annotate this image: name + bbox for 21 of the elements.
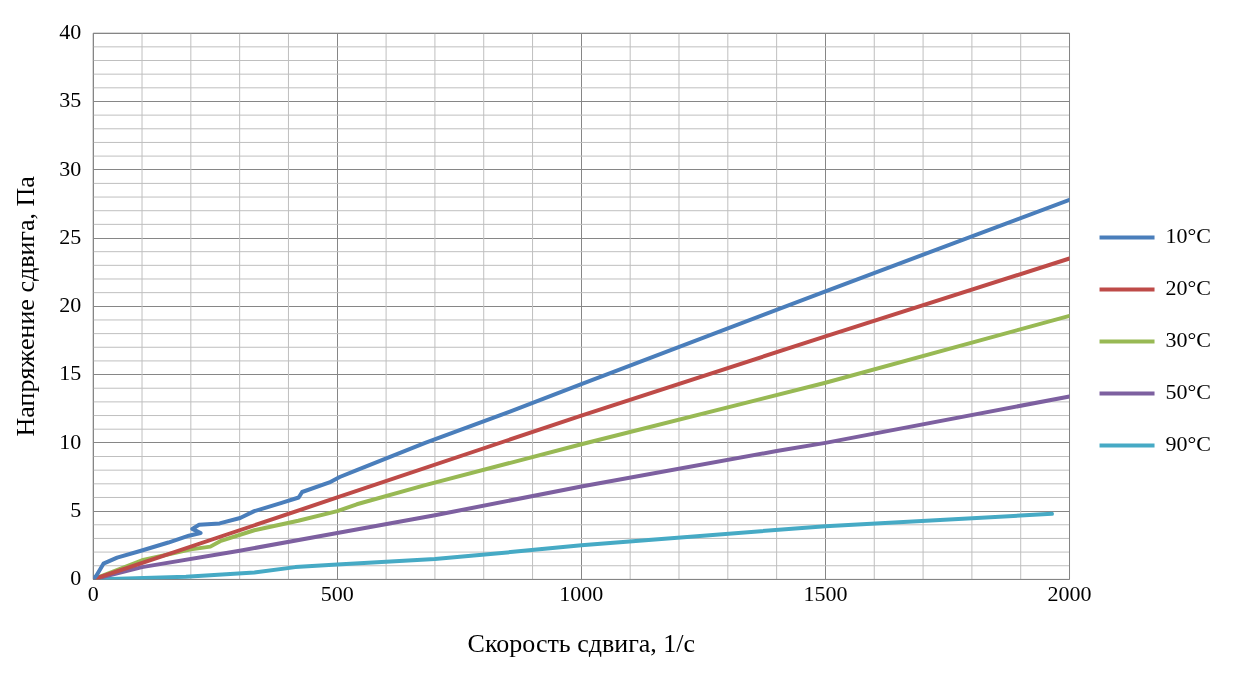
x-tick-label: 0	[87, 581, 99, 607]
y-tick-label: 15	[59, 360, 82, 386]
y-tick-label: 10	[59, 428, 82, 454]
x-tick-label: 2000	[1047, 581, 1092, 607]
x-axis-title: Скорость сдвига, 1/с	[467, 629, 696, 659]
legend-label: 10°C	[1165, 223, 1212, 249]
y-tick-label: 35	[59, 87, 82, 113]
legend-label: 30°C	[1165, 327, 1212, 353]
y-tick-label: 25	[59, 223, 82, 249]
y-tick-label: 5	[70, 496, 82, 522]
y-tick-label: 0	[70, 565, 82, 591]
y-tick-label: 40	[59, 18, 82, 44]
legend-label: 50°C	[1165, 379, 1212, 405]
x-tick-label: 1000	[559, 581, 604, 607]
legend-label: 20°C	[1165, 275, 1212, 301]
x-tick-label: 500	[320, 581, 354, 607]
y-tick-label: 30	[59, 155, 82, 181]
y-axis-title: Напряжение сдвига, Па	[11, 175, 41, 437]
y-tick-label: 20	[59, 292, 82, 318]
x-tick-label: 1500	[803, 581, 848, 607]
legend-label: 90°C	[1165, 431, 1212, 457]
